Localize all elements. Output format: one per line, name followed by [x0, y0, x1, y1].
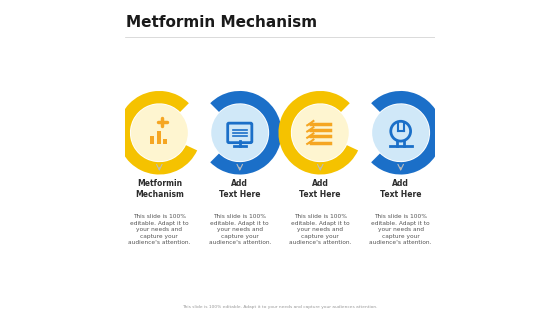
Text: This slide is 100% editable. Adapt it to your needs and capture your audiences a: This slide is 100% editable. Adapt it to… — [182, 305, 378, 308]
Wedge shape — [278, 91, 358, 175]
Wedge shape — [210, 91, 282, 175]
Wedge shape — [118, 91, 197, 175]
Circle shape — [292, 104, 349, 161]
Text: Add
Text Here: Add Text Here — [380, 179, 422, 199]
Circle shape — [211, 104, 268, 161]
FancyBboxPatch shape — [157, 131, 161, 144]
Text: This slide is 100%
editable. Adapt it to
your needs and
capture your
audience's : This slide is 100% editable. Adapt it to… — [289, 215, 352, 245]
FancyBboxPatch shape — [163, 139, 167, 144]
Circle shape — [131, 104, 188, 161]
Text: Metformin Mechanism: Metformin Mechanism — [126, 15, 318, 30]
Text: This slide is 100%
editable. Adapt it to
your needs and
capture your
audience's : This slide is 100% editable. Adapt it to… — [208, 215, 271, 245]
Circle shape — [372, 104, 429, 161]
FancyBboxPatch shape — [150, 136, 155, 144]
Text: Add
Text Here: Add Text Here — [300, 179, 341, 199]
Text: This slide is 100%
editable. Adapt it to
your needs and
capture your
audience's : This slide is 100% editable. Adapt it to… — [370, 215, 432, 245]
Text: This slide is 100%
editable. Adapt it to
your needs and
capture your
audience's : This slide is 100% editable. Adapt it to… — [128, 215, 190, 245]
Wedge shape — [371, 91, 442, 175]
Text: Add
Text Here: Add Text Here — [219, 179, 260, 199]
Text: Metformin
Mechanism: Metformin Mechanism — [135, 179, 184, 199]
